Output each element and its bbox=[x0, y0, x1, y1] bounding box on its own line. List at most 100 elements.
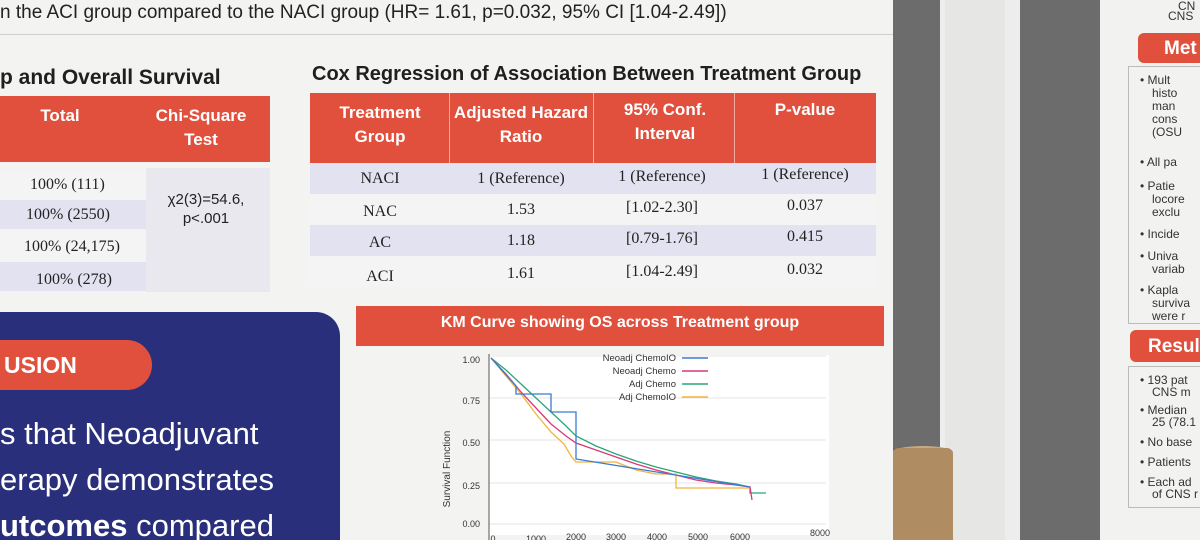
chi-square-cell bbox=[146, 168, 270, 292]
methods-box bbox=[1128, 66, 1200, 324]
results-item: • Median bbox=[1140, 403, 1187, 417]
km-title-bar bbox=[356, 306, 884, 346]
header-p-value: P-value bbox=[774, 100, 836, 119]
cell-hr: 1 (Reference) bbox=[477, 170, 565, 187]
ytick: 0.50 bbox=[462, 438, 480, 448]
methods-heading-bar bbox=[1138, 33, 1200, 63]
methods-item: exclu bbox=[1152, 205, 1181, 219]
ytick: 0.00 bbox=[462, 519, 480, 529]
table-row bbox=[310, 225, 876, 256]
methods-item: cons bbox=[1152, 112, 1178, 126]
methods-item: locore bbox=[1152, 192, 1185, 206]
methods-item: were r bbox=[1152, 309, 1186, 323]
km-title: KM Curve showing OS across Treatment gro… bbox=[440, 314, 800, 331]
methods-item: (OSU bbox=[1152, 125, 1182, 139]
methods-item: • Mult bbox=[1140, 73, 1171, 87]
ytick: 1.00 bbox=[462, 355, 480, 365]
series-neoadj-chemo bbox=[490, 357, 753, 501]
results-item: CNS m bbox=[1152, 385, 1191, 399]
xtick: 1000 bbox=[526, 534, 546, 540]
cell-p: 0.032 bbox=[787, 261, 823, 278]
left-table-heading: p and Overall Survival bbox=[0, 66, 221, 89]
table-row bbox=[310, 256, 876, 287]
legend-label: Adj Chemo bbox=[629, 379, 676, 390]
results-box bbox=[1128, 366, 1200, 508]
cell-group: ACI bbox=[366, 268, 394, 285]
cell-hr: 1.53 bbox=[507, 201, 535, 218]
ytick: 0.75 bbox=[462, 396, 480, 406]
header-treatment-group: Treatment Group bbox=[339, 103, 421, 146]
total-cell: 100% (111) bbox=[30, 176, 105, 193]
xtick: 2000 bbox=[566, 532, 586, 540]
methods-item: • Univa bbox=[1140, 249, 1179, 263]
plot-area bbox=[489, 355, 829, 535]
conclusion-bold-word: utcomes bbox=[0, 508, 128, 540]
table-row bbox=[310, 163, 876, 194]
conclusion-title-pill bbox=[0, 340, 152, 390]
cell-p: 1 (Reference) bbox=[761, 166, 849, 183]
cell-ci: 1 (Reference) bbox=[618, 168, 706, 185]
header-separator bbox=[734, 93, 735, 165]
left-table-header bbox=[0, 96, 270, 162]
km-ylabel: Survival Function bbox=[442, 431, 453, 508]
xtick: 8000 bbox=[810, 528, 830, 538]
methods-item: • All pa bbox=[1140, 155, 1177, 169]
chi-square-stat: χ2(3)=54.6, bbox=[167, 191, 245, 208]
series-neoadj-chemoio bbox=[490, 357, 751, 488]
cell-ci: [1.02-2.30] bbox=[626, 199, 698, 216]
right-poster-text: CN bbox=[1178, 0, 1196, 13]
total-cell: 100% (278) bbox=[36, 271, 112, 288]
poster: n the ACI group compared to the NACI gro… bbox=[0, 0, 893, 540]
xtick: 0 bbox=[490, 534, 495, 540]
conclusion-title: USION bbox=[4, 352, 77, 378]
conclusion-rest: compared bbox=[127, 508, 274, 540]
chi-square-p: p<.001 bbox=[182, 210, 230, 227]
xtick: 4000 bbox=[647, 532, 667, 540]
methods-item: variab bbox=[1152, 262, 1185, 276]
total-cell: 100% (24,175) bbox=[24, 238, 120, 255]
header-hazard-ratio: Adjusted Hazard Ratio bbox=[453, 103, 589, 146]
header-conf-interval: 95% Conf. Interval bbox=[623, 100, 707, 143]
right-poster bbox=[1100, 0, 1200, 540]
cell-p: 0.037 bbox=[787, 197, 823, 214]
series-adj-chemoio bbox=[490, 357, 750, 489]
methods-heading: Met bbox=[1164, 38, 1197, 59]
cell-p: 0.415 bbox=[787, 228, 823, 245]
xtick: 6000 bbox=[730, 532, 750, 540]
chi-square-value: χ2(3)=54.6, p<.001 bbox=[146, 190, 266, 228]
cell-group: NACI bbox=[360, 170, 400, 187]
legend-label: Adj ChemoIO bbox=[619, 392, 676, 403]
results-item: • No base bbox=[1140, 435, 1193, 449]
table-row bbox=[310, 194, 876, 225]
cell-ci: [0.79-1.76] bbox=[626, 230, 698, 247]
results-item: • Each ad bbox=[1140, 475, 1192, 489]
header-total: Total bbox=[40, 106, 80, 125]
results-banner-text: n the ACI group compared to the NACI gro… bbox=[0, 2, 727, 23]
cell-ci: [1.04-2.49] bbox=[626, 263, 698, 280]
conclusion-line: s that Neoadjuvant bbox=[0, 416, 259, 451]
methods-item: • Kapla bbox=[1140, 283, 1179, 297]
conclusion-line: erapy demonstrates bbox=[0, 462, 274, 497]
ytick: 0.25 bbox=[462, 481, 480, 491]
legend-label: Neoadj Chemo bbox=[613, 366, 676, 377]
methods-item: surviva bbox=[1152, 296, 1191, 310]
methods-item: man bbox=[1152, 99, 1176, 113]
methods-item: • Incide bbox=[1140, 227, 1180, 241]
divider bbox=[0, 34, 893, 35]
total-cell: 100% (2550) bbox=[26, 206, 110, 223]
cell-hr: 1.18 bbox=[507, 232, 535, 249]
methods-item: histo bbox=[1152, 86, 1178, 100]
xtick: 3000 bbox=[606, 532, 626, 540]
header-separator bbox=[449, 93, 450, 165]
results-item: 25 (78.1 bbox=[1152, 415, 1197, 429]
conclusion-line-3: utcomes compared bbox=[0, 508, 274, 540]
results-heading: Resul bbox=[1148, 336, 1200, 357]
right-poster-text: CNS bbox=[1168, 9, 1194, 23]
poster-board-edge bbox=[945, 0, 1005, 540]
results-item: of CNS r bbox=[1152, 487, 1199, 501]
header-chi-square: Chi-Square Test bbox=[155, 106, 247, 149]
km-chart: Survival Function 1.00 0.75 0.50 0.25 0.… bbox=[442, 353, 830, 540]
legend-label: Neoadj ChemoIO bbox=[603, 353, 676, 364]
cell-hr: 1.61 bbox=[507, 265, 535, 282]
results-heading-bar bbox=[1130, 330, 1200, 362]
